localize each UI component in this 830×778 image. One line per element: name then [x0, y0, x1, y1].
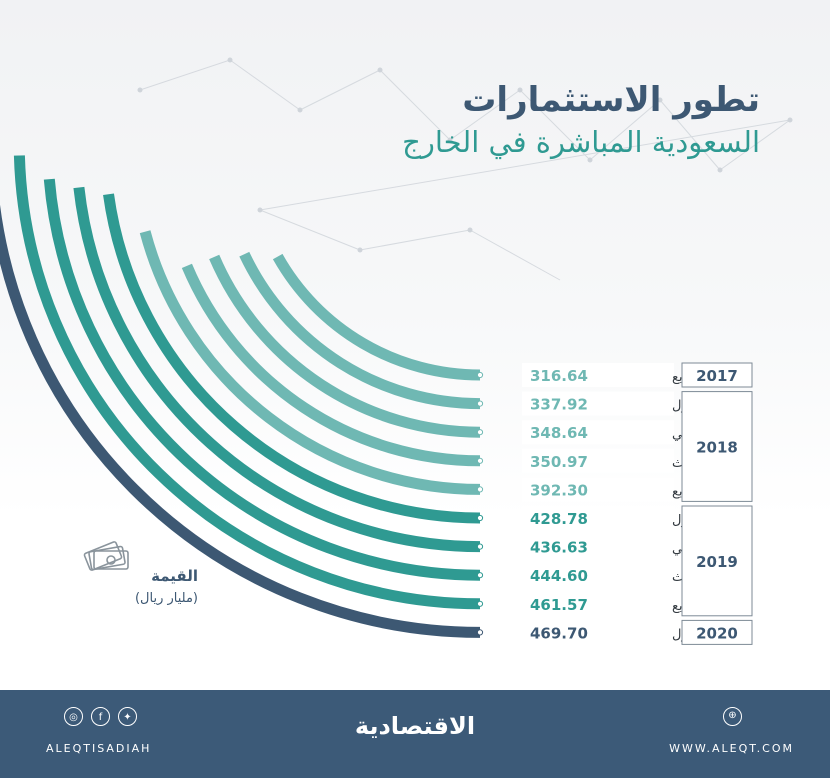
year-group-box — [681, 505, 753, 617]
arc-end-dot — [476, 600, 484, 607]
table-row — [522, 563, 674, 588]
legend-label: القيمة — [151, 567, 198, 585]
globe-icon[interactable]: ⊕ — [723, 707, 742, 726]
value-label: 469.70 — [530, 624, 588, 642]
facebook-icon[interactable]: f — [91, 707, 110, 726]
instagram-icon[interactable]: ◎ — [64, 707, 83, 726]
twitter-icon[interactable]: ✦ — [118, 707, 137, 726]
arc-bar — [0, 203, 481, 638]
arc-bar — [181, 263, 481, 467]
value-table: 316.64الربع الرابع337.92الربع الأول348.6… — [522, 362, 753, 645]
arc-bar — [209, 254, 481, 438]
arc-end-dot — [476, 429, 484, 436]
value-label: 350.97 — [530, 453, 588, 471]
title-line-1: تطور الاستثمارات — [462, 80, 760, 120]
arc-bar — [272, 253, 481, 381]
value-label: 337.92 — [530, 396, 588, 414]
value-label: 428.78 — [530, 510, 588, 528]
arc-bar — [43, 178, 481, 581]
year-label: 2020 — [696, 624, 738, 642]
year-group-box — [681, 391, 753, 502]
brand-logo: الاقتصادية — [354, 712, 476, 740]
arc-end-dot — [476, 629, 484, 636]
arc-end-dot — [476, 400, 484, 407]
table-row — [522, 420, 674, 445]
table-row — [522, 477, 674, 502]
value-label: 348.64 — [530, 424, 588, 442]
arc-end-dot — [476, 486, 484, 493]
table-row — [522, 591, 674, 616]
table-row — [522, 391, 674, 416]
background-decoration — [137, 57, 793, 281]
value-label: 316.64 — [530, 367, 588, 385]
arc-bar — [139, 230, 481, 495]
chart-arcs — [0, 155, 484, 638]
year-label: 2018 — [696, 439, 738, 457]
footer-bar: ◎ f ✦ ALEQTISADIAH الاقتصادية ⊕ WWW.ALEQ… — [0, 690, 830, 778]
value-label: 444.60 — [530, 567, 588, 585]
arc-end-dot — [476, 371, 484, 379]
arc-bar — [13, 155, 481, 610]
year-label: 2017 — [696, 367, 738, 385]
table-row — [522, 620, 674, 645]
radial-bar-chart: 316.64الربع الرابع337.92الربع الأول348.6… — [0, 57, 793, 645]
arc-end-dot — [476, 514, 484, 522]
year-group-box — [681, 362, 753, 388]
table-row — [522, 363, 674, 387]
arc-bar — [239, 251, 481, 410]
value-label: 461.57 — [530, 596, 588, 614]
legend-unit: (مليار ريال) — [134, 591, 198, 606]
arc-end-dot — [476, 457, 484, 464]
table-row — [522, 534, 674, 559]
year-group-box — [681, 619, 753, 645]
social-handle[interactable]: ALEQTISADIAH — [46, 742, 152, 755]
table-row — [522, 448, 674, 473]
arc-end-dot — [476, 543, 484, 550]
value-label: 392.30 — [530, 481, 588, 499]
title-line-2: السعودية المباشرة في الخارج — [402, 125, 760, 159]
table-row — [522, 506, 674, 530]
arc-bar — [103, 193, 481, 524]
arc-bar — [73, 186, 481, 553]
chart-title: تطور الاستثمارات السعودية المباشرة في ال… — [402, 78, 760, 162]
arc-end-dot — [476, 572, 484, 579]
website-link[interactable]: WWW.ALEQT.COM — [669, 742, 794, 755]
value-label: 436.63 — [530, 539, 588, 557]
money-bills-icon — [83, 541, 129, 571]
year-label: 2019 — [696, 553, 738, 571]
